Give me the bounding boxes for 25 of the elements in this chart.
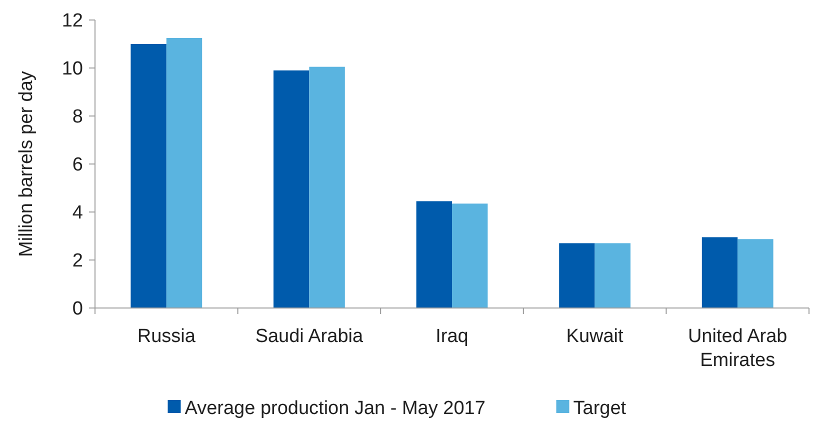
x-tick-label: Iraq xyxy=(436,326,468,347)
x-tick-label: Kuwait xyxy=(566,326,624,347)
bar xyxy=(452,204,488,308)
y-tick-label: 10 xyxy=(62,58,83,80)
bar xyxy=(130,44,166,308)
bar xyxy=(594,243,630,308)
bar xyxy=(738,239,774,308)
y-tick-label: 6 xyxy=(72,154,83,176)
y-tick-label: 12 xyxy=(62,10,83,32)
bar xyxy=(309,66,345,308)
legend-label: Target xyxy=(573,398,627,419)
y-axis-title: Million barrels per day xyxy=(16,70,37,257)
bar xyxy=(274,70,310,308)
y-tick-label: 4 xyxy=(72,202,84,224)
y-tick-label: 8 xyxy=(72,106,83,128)
legend-label: Average production Jan - May 2017 xyxy=(184,398,486,419)
x-tick-label: United Arab Emirates xyxy=(688,326,788,371)
bar xyxy=(416,201,452,308)
bar xyxy=(559,243,595,308)
y-tick-label: 0 xyxy=(72,298,83,320)
bar xyxy=(702,237,738,308)
y-tick-label: 2 xyxy=(72,250,83,272)
x-tick-label: Russia xyxy=(137,326,196,347)
bar xyxy=(166,38,202,308)
x-tick-label: Saudi Arabia xyxy=(255,326,364,347)
